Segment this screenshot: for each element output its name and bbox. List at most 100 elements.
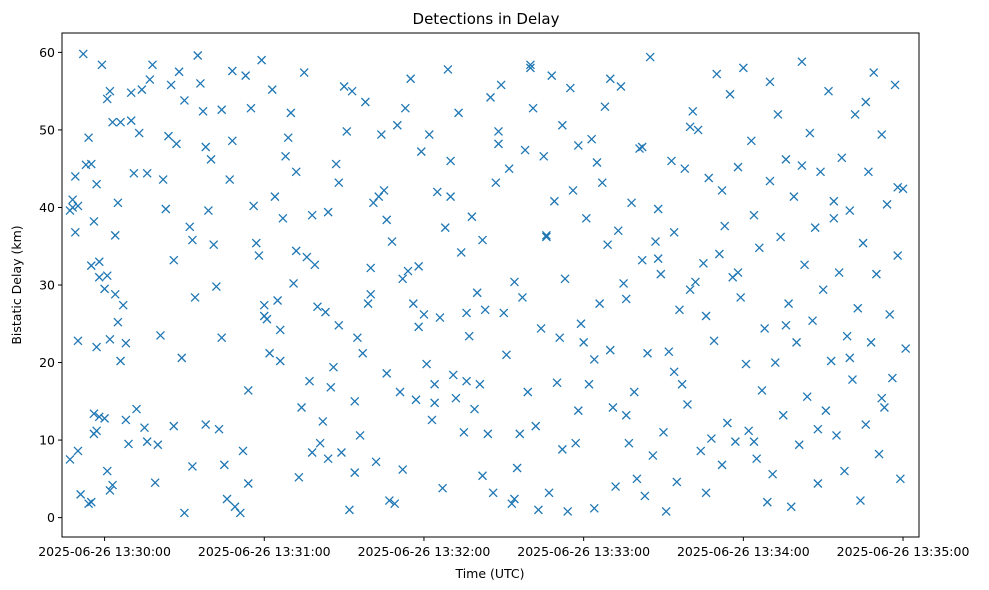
data-point-marker <box>387 237 397 247</box>
data-point-marker <box>504 164 514 174</box>
data-point-marker <box>698 258 708 268</box>
data-point-marker <box>129 168 139 178</box>
data-point-marker <box>672 477 682 487</box>
data-point-marker <box>616 82 626 91</box>
data-point-marker <box>613 226 623 236</box>
data-point-marker <box>235 508 245 518</box>
data-point-marker <box>720 221 730 231</box>
data-point-marker <box>430 379 440 389</box>
x-tick-label: 2025-06-26 13:30:00 <box>38 544 171 559</box>
data-point-marker <box>879 403 889 412</box>
data-point-marker <box>744 426 754 436</box>
data-point-marker <box>895 474 905 484</box>
data-point-marker <box>174 67 184 77</box>
data-point-marker <box>110 230 120 240</box>
data-point-marker <box>762 497 772 507</box>
x-axis-ticks: 2025-06-26 13:30:00 2025-06-26 13:31:00 20… <box>38 537 969 559</box>
data-point-marker <box>499 308 509 318</box>
x-tick-label: 2025-06-26 13:33:00 <box>517 544 650 559</box>
data-point-marker <box>334 178 344 188</box>
data-point-marker <box>339 82 349 91</box>
data-point-marker <box>203 206 213 216</box>
data-point-marker <box>595 299 605 309</box>
data-point-marker <box>307 448 317 457</box>
data-point-marker <box>406 74 416 84</box>
data-point-marker <box>491 178 501 188</box>
data-point-marker <box>190 292 200 302</box>
data-point-marker <box>717 460 727 470</box>
data-point-marker <box>765 176 775 186</box>
y-tick-label: 50 <box>39 122 55 137</box>
data-point-marker <box>648 451 658 461</box>
data-point-marker <box>299 68 309 78</box>
data-point-marker <box>573 140 583 150</box>
data-point-marker <box>156 330 165 340</box>
data-point-marker <box>76 489 86 499</box>
data-point-marker <box>584 379 594 389</box>
data-point-marker <box>837 153 847 163</box>
data-point-marker <box>861 420 871 430</box>
data-point-marker <box>124 439 133 449</box>
data-point-marker <box>589 354 599 364</box>
data-point-marker <box>794 440 804 450</box>
data-point-marker <box>653 204 663 214</box>
data-point-marker <box>637 255 647 265</box>
data-point-marker <box>797 161 807 171</box>
data-point-marker <box>456 247 466 257</box>
data-point-marker <box>541 230 551 240</box>
data-point-marker <box>281 151 291 161</box>
data-point-marker <box>366 289 376 299</box>
data-point-marker <box>659 427 668 437</box>
data-point-marker <box>86 497 96 507</box>
data-point-marker <box>313 302 322 312</box>
data-point-marker <box>898 184 908 194</box>
data-point-marker <box>786 502 796 512</box>
data-point-marker <box>398 274 408 284</box>
data-point-marker <box>725 89 735 99</box>
data-point-marker <box>315 438 325 448</box>
data-point-marker <box>757 385 767 395</box>
data-point-marker <box>690 277 700 287</box>
data-point-marker <box>187 461 197 471</box>
data-point-marker <box>502 350 511 360</box>
data-point-marker <box>877 393 887 403</box>
data-point-marker <box>528 103 538 113</box>
data-point-marker <box>137 85 147 95</box>
data-point-marker <box>265 348 275 358</box>
data-point-marker <box>121 415 131 425</box>
data-point-marker <box>382 368 392 378</box>
data-point-marker <box>273 296 283 305</box>
data-point-marker <box>781 320 791 330</box>
data-point-marker <box>422 359 432 369</box>
data-point-marker <box>92 342 102 352</box>
data-point-marker <box>297 403 306 412</box>
data-point-marker <box>568 185 578 195</box>
data-point-marker <box>390 499 400 509</box>
data-point-marker <box>454 108 464 118</box>
data-point-marker <box>416 147 426 157</box>
data-point-marker <box>355 430 365 440</box>
data-point-marker <box>869 68 879 78</box>
data-point-marker <box>326 382 336 392</box>
data-point-marker <box>403 266 413 276</box>
data-point-marker <box>632 474 642 484</box>
data-point-marker <box>488 488 498 498</box>
data-point-marker <box>438 483 448 493</box>
data-point-marker <box>443 64 453 74</box>
data-point-marker <box>494 139 503 149</box>
data-point-marker <box>352 333 362 343</box>
data-point-marker <box>829 213 839 223</box>
data-point-marker <box>238 446 248 456</box>
data-point-marker <box>459 427 469 437</box>
data-point-marker <box>169 421 179 431</box>
data-point-marker <box>342 127 352 136</box>
y-tick-label: 60 <box>39 45 55 60</box>
data-point-marker <box>214 424 224 434</box>
data-point-marker <box>656 269 666 279</box>
data-point-marker <box>102 466 112 476</box>
data-point-marker <box>424 130 434 140</box>
data-point-marker <box>667 156 676 166</box>
data-point-marker <box>275 325 285 335</box>
data-point-marker <box>177 353 187 363</box>
data-point-marker <box>219 460 229 470</box>
